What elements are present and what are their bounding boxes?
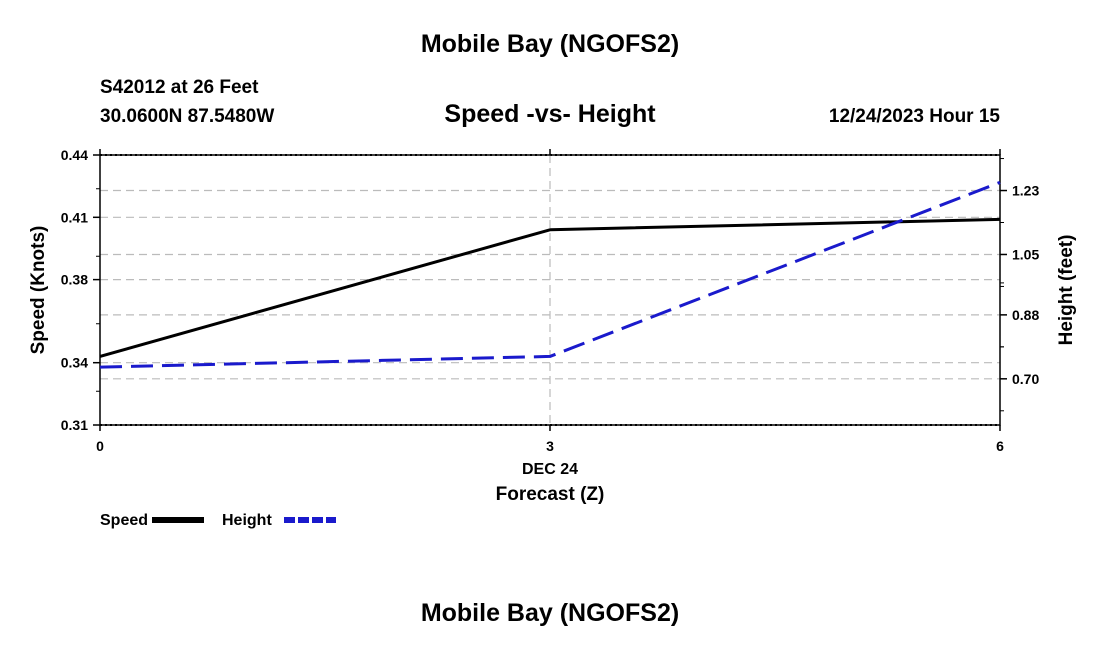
y-left-tick-label: 0.34	[61, 355, 88, 371]
chart-main-title: Mobile Bay (NGOFS2)	[420, 30, 680, 58]
grid-layer	[100, 154, 1000, 426]
y-right-tick-label: 1.05	[1012, 246, 1039, 262]
legend-label-height: Height	[222, 512, 272, 529]
x-axis-date-label: DEC 24	[522, 461, 578, 478]
station-label: S42012 at 26 Feet	[100, 77, 259, 98]
forecast-datetime: 12/24/2023 Hour 15	[828, 106, 1000, 127]
series-line-speed	[99, 217, 1001, 358]
y-right-tick-label: 1.23	[1012, 183, 1039, 199]
series-line-height	[99, 180, 1001, 369]
ticks-layer: 0.31 0.34 0.38 0.41 0.44 0.70 0.88 1.05 1.23 0 3 6	[61, 147, 1040, 454]
x-axis-title: Forecast (Z)	[496, 484, 605, 505]
y-right-tick-label: 0.88	[1012, 307, 1039, 323]
y-axis-left-title: Speed (Knots)	[28, 226, 49, 355]
legend: Speed Height	[100, 512, 336, 529]
y-left-tick-label: 0.38	[61, 272, 88, 288]
station-coordinates: 30.0600N 87.5480W	[100, 106, 275, 127]
y-axis-right-title: Height (feet)	[1056, 235, 1077, 346]
chart-subtitle: Speed -vs- Height	[444, 100, 656, 128]
y-left-tick-label: 0.41	[61, 209, 88, 225]
x-tick-label: 6	[996, 438, 1004, 454]
y-left-tick-label: 0.31	[61, 417, 88, 433]
x-tick-label: 3	[546, 438, 554, 454]
y-right-tick-label: 0.70	[1012, 371, 1039, 387]
series-layer	[99, 180, 1001, 369]
x-tick-label: 0	[96, 438, 104, 454]
legend-label-speed: Speed	[100, 512, 148, 529]
footer-title: Mobile Bay (NGOFS2)	[420, 599, 680, 627]
y-left-tick-label: 0.44	[61, 147, 88, 163]
